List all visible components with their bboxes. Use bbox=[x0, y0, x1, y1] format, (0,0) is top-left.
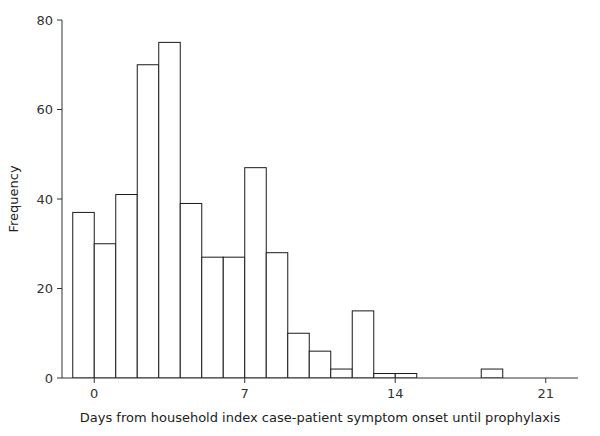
chart-container: 0 7 14 21 0 20 40 60 80 Days from household index… bbox=[0, 0, 600, 436]
chart: 0 7 14 21 0 20 40 60 80 Days from household index… bbox=[0, 0, 600, 436]
y-axis-label: Frequency bbox=[6, 165, 21, 232]
y-tick bbox=[57, 288, 62, 289]
y-tick bbox=[57, 199, 62, 200]
y-tick-label: 60 bbox=[36, 102, 53, 117]
y-tick-label: 40 bbox=[36, 192, 53, 207]
y-tick-label: 80 bbox=[36, 13, 53, 28]
y-tick-label: 0 bbox=[45, 371, 53, 386]
bar bbox=[331, 369, 353, 378]
y-tick bbox=[57, 109, 62, 110]
bar bbox=[137, 65, 159, 378]
bar bbox=[266, 253, 288, 378]
x-tick bbox=[244, 378, 245, 383]
x-tick bbox=[94, 378, 95, 383]
bar bbox=[374, 374, 396, 378]
y-tick bbox=[57, 20, 62, 21]
x-tick bbox=[395, 378, 396, 383]
x-tick-label: 7 bbox=[241, 386, 249, 401]
bar bbox=[309, 351, 331, 378]
bars bbox=[73, 42, 503, 378]
x-tick-label: 21 bbox=[537, 386, 554, 401]
bar bbox=[481, 369, 503, 378]
bar bbox=[159, 42, 181, 378]
bar bbox=[180, 203, 202, 378]
bar bbox=[245, 168, 267, 378]
bar bbox=[223, 257, 245, 378]
x-axis-label: Days from household index case-patient s… bbox=[80, 410, 561, 425]
y-tick bbox=[57, 378, 62, 379]
x-tick-label: 0 bbox=[90, 386, 98, 401]
bar bbox=[94, 244, 116, 378]
bar bbox=[288, 333, 310, 378]
bar bbox=[73, 212, 95, 378]
x-tick bbox=[545, 378, 546, 383]
bar bbox=[352, 311, 374, 378]
bar bbox=[202, 257, 224, 378]
bar bbox=[116, 195, 138, 378]
y-tick-label: 20 bbox=[36, 281, 53, 296]
x-axis-line bbox=[62, 378, 578, 379]
x-tick-label: 14 bbox=[387, 386, 404, 401]
bar bbox=[395, 374, 417, 378]
